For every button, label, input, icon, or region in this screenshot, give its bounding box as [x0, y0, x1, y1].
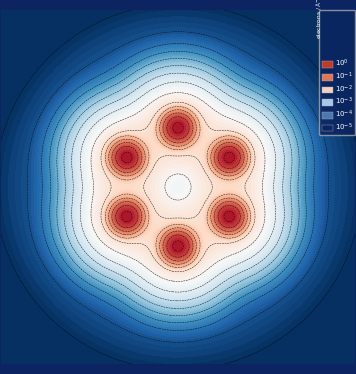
- Legend: 10$^{0}$, 10$^{-1}$, 10$^{-2}$, 10$^{-3}$, 10$^{-4}$, 10$^{-5}$: 10$^{0}$, 10$^{-1}$, 10$^{-2}$, 10$^{-3}…: [319, 10, 355, 135]
